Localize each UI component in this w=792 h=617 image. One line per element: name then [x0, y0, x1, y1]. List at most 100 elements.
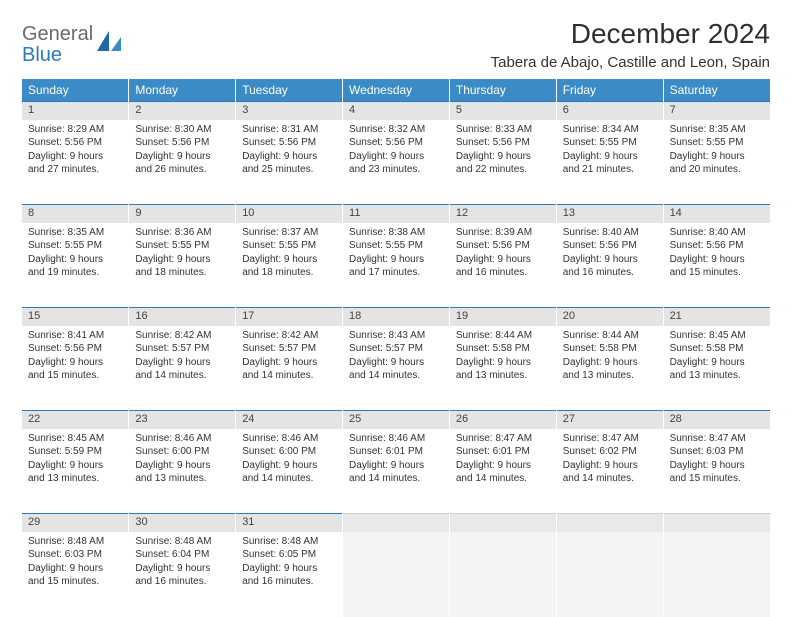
- day-number-row: 891011121314: [22, 205, 770, 223]
- day-data-cell: [663, 532, 770, 617]
- day-data-cell: Sunrise: 8:40 AMSunset: 5:56 PMDaylight:…: [663, 223, 770, 308]
- day-header: Tuesday: [236, 79, 343, 102]
- daylight-text: and 14 minutes.: [349, 369, 443, 383]
- daylight-text: Daylight: 9 hours: [563, 356, 657, 370]
- daylight-text: and 16 minutes.: [242, 575, 336, 589]
- day-data-cell: Sunrise: 8:47 AMSunset: 6:03 PMDaylight:…: [663, 429, 770, 514]
- day-number-cell: 15: [22, 308, 129, 326]
- daylight-text: and 21 minutes.: [563, 163, 657, 177]
- daylight-text: and 16 minutes.: [456, 266, 550, 280]
- month-title: December 2024: [491, 18, 770, 50]
- sunrise-text: Sunrise: 8:43 AM: [349, 329, 443, 343]
- sunset-text: Sunset: 6:00 PM: [135, 445, 229, 459]
- daylight-text: Daylight: 9 hours: [563, 150, 657, 164]
- sunrise-text: Sunrise: 8:47 AM: [670, 432, 764, 446]
- day-data-cell: Sunrise: 8:30 AMSunset: 5:56 PMDaylight:…: [129, 120, 236, 205]
- day-data-cell: [556, 532, 663, 617]
- daylight-text: and 13 minutes.: [135, 472, 229, 486]
- sunset-text: Sunset: 5:56 PM: [563, 239, 657, 253]
- day-number: 29: [28, 516, 40, 528]
- day-number: 15: [28, 310, 40, 322]
- day-data-cell: Sunrise: 8:46 AMSunset: 6:00 PMDaylight:…: [129, 429, 236, 514]
- logo-text-blue: Blue: [22, 44, 62, 66]
- day-number-cell: 10: [236, 205, 343, 223]
- day-data-cell: Sunrise: 8:29 AMSunset: 5:56 PMDaylight:…: [22, 120, 129, 205]
- sunset-text: Sunset: 6:05 PM: [242, 548, 336, 562]
- sunrise-text: Sunrise: 8:48 AM: [242, 535, 336, 549]
- day-data-cell: Sunrise: 8:40 AMSunset: 5:56 PMDaylight:…: [556, 223, 663, 308]
- daylight-text: Daylight: 9 hours: [28, 253, 122, 267]
- day-number-cell: [663, 514, 770, 532]
- day-data-cell: Sunrise: 8:45 AMSunset: 5:59 PMDaylight:…: [22, 429, 129, 514]
- day-number-cell: 17: [236, 308, 343, 326]
- day-number-row: 293031: [22, 514, 770, 532]
- day-number-cell: 30: [129, 514, 236, 532]
- day-header: Wednesday: [343, 79, 450, 102]
- calendar-table: Sunday Monday Tuesday Wednesday Thursday…: [22, 79, 770, 617]
- day-header-row: Sunday Monday Tuesday Wednesday Thursday…: [22, 79, 770, 102]
- day-number: 24: [242, 413, 254, 425]
- sunrise-text: Sunrise: 8:34 AM: [563, 123, 657, 137]
- daylight-text: and 14 minutes.: [135, 369, 229, 383]
- day-number-cell: 28: [663, 411, 770, 429]
- day-number-cell: 26: [449, 411, 556, 429]
- day-data-cell: Sunrise: 8:43 AMSunset: 5:57 PMDaylight:…: [343, 326, 450, 411]
- day-data-cell: Sunrise: 8:34 AMSunset: 5:55 PMDaylight:…: [556, 120, 663, 205]
- day-number-cell: 25: [343, 411, 450, 429]
- daylight-text: Daylight: 9 hours: [456, 356, 550, 370]
- sunset-text: Sunset: 6:02 PM: [563, 445, 657, 459]
- sunset-text: Sunset: 6:04 PM: [135, 548, 229, 562]
- day-data-cell: Sunrise: 8:45 AMSunset: 5:58 PMDaylight:…: [663, 326, 770, 411]
- daylight-text: and 14 minutes.: [242, 369, 336, 383]
- daylight-text: Daylight: 9 hours: [28, 356, 122, 370]
- sunrise-text: Sunrise: 8:29 AM: [28, 123, 122, 137]
- sunrise-text: Sunrise: 8:32 AM: [349, 123, 443, 137]
- day-header: Saturday: [663, 79, 770, 102]
- daylight-text: and 13 minutes.: [456, 369, 550, 383]
- sunrise-text: Sunrise: 8:48 AM: [135, 535, 229, 549]
- day-number: 27: [563, 413, 575, 425]
- day-data-cell: [449, 532, 556, 617]
- day-data-cell: Sunrise: 8:47 AMSunset: 6:01 PMDaylight:…: [449, 429, 556, 514]
- day-header: Friday: [556, 79, 663, 102]
- day-number-cell: 29: [22, 514, 129, 532]
- day-number-cell: 1: [22, 102, 129, 120]
- day-number-cell: 5: [449, 102, 556, 120]
- day-data-cell: [343, 532, 450, 617]
- day-number-cell: [343, 514, 450, 532]
- daylight-text: and 20 minutes.: [670, 163, 764, 177]
- sunrise-text: Sunrise: 8:45 AM: [670, 329, 764, 343]
- day-data-cell: Sunrise: 8:39 AMSunset: 5:56 PMDaylight:…: [449, 223, 556, 308]
- sunrise-text: Sunrise: 8:36 AM: [135, 226, 229, 240]
- day-number-cell: 3: [236, 102, 343, 120]
- daylight-text: and 14 minutes.: [349, 472, 443, 486]
- day-header: Monday: [129, 79, 236, 102]
- day-number-cell: 6: [556, 102, 663, 120]
- day-number: 13: [563, 207, 575, 219]
- day-number: 12: [456, 207, 468, 219]
- daylight-text: Daylight: 9 hours: [670, 253, 764, 267]
- day-header: Sunday: [22, 79, 129, 102]
- daylight-text: and 19 minutes.: [28, 266, 122, 280]
- day-data-row: Sunrise: 8:45 AMSunset: 5:59 PMDaylight:…: [22, 429, 770, 514]
- day-number: 25: [349, 413, 361, 425]
- sunset-text: Sunset: 5:56 PM: [28, 342, 122, 356]
- daylight-text: Daylight: 9 hours: [242, 150, 336, 164]
- day-number: 14: [670, 207, 682, 219]
- day-number-cell: 12: [449, 205, 556, 223]
- daylight-text: Daylight: 9 hours: [670, 459, 764, 473]
- day-data-cell: Sunrise: 8:42 AMSunset: 5:57 PMDaylight:…: [236, 326, 343, 411]
- title-block: December 2024 Tabera de Abajo, Castille …: [491, 18, 770, 77]
- daylight-text: Daylight: 9 hours: [242, 356, 336, 370]
- day-data-cell: Sunrise: 8:46 AMSunset: 6:00 PMDaylight:…: [236, 429, 343, 514]
- header: General Blue December 2024 Tabera de Aba…: [22, 18, 770, 77]
- day-number: 10: [242, 207, 254, 219]
- location: Tabera de Abajo, Castille and Leon, Spai…: [491, 54, 770, 71]
- day-number: 17: [242, 310, 254, 322]
- logo: General Blue: [22, 18, 123, 66]
- sunset-text: Sunset: 5:56 PM: [349, 136, 443, 150]
- daylight-text: Daylight: 9 hours: [135, 562, 229, 576]
- sunset-text: Sunset: 5:56 PM: [242, 136, 336, 150]
- day-number-cell: 14: [663, 205, 770, 223]
- day-number: 9: [135, 207, 141, 219]
